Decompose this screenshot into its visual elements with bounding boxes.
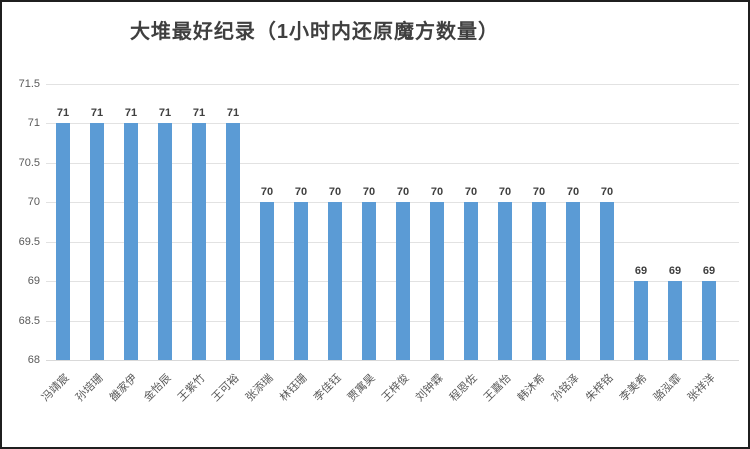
data-label: 70 [600,186,614,199]
x-axis-label: 孙铭泽 [549,372,582,404]
chart-title: 大堆最好纪录（1小时内还原魔方数量） [129,21,500,43]
bar [294,202,308,360]
bar [702,281,716,360]
data-label: 70 [328,186,342,199]
data-label: 69 [634,265,648,278]
x-axis-label: 王可裕 [209,372,242,404]
data-label: 69 [668,265,682,278]
bar [498,202,512,360]
data-label: 70 [362,186,376,199]
data-label: 71 [90,107,104,120]
bar [90,123,104,360]
bar [396,202,410,360]
x-axis-label: 贾寓昊 [345,372,378,404]
bar [124,123,138,360]
bar [668,281,682,360]
data-label: 71 [158,107,172,120]
x-axis-label: 刘钟霖 [413,372,446,404]
x-axis-label: 朱梓铭 [583,372,616,404]
y-tick-label: 69 [27,275,40,288]
data-label: 70 [430,186,444,199]
bar [226,123,240,360]
data-label: 70 [260,186,274,199]
data-label: 70 [464,186,478,199]
x-axis-label: 骆泓霏 [651,372,684,404]
x-axis-label: 冯靖宸 [39,372,72,404]
y-tick-label: 71 [27,117,40,130]
bar [532,202,546,360]
data-label: 71 [124,107,138,120]
plot-area: 71 71 71 71 71 71 70 70 70 70 70 70 70 70 70 70 70 69 69 69 [46,84,739,361]
data-label: 71 [192,107,206,120]
x-axis-label: 程恩佐 [447,372,480,404]
gridline [46,84,739,85]
gridline [46,162,739,164]
y-tick-label: 68.5 [18,314,40,327]
bar [362,202,376,360]
gridline [46,320,739,322]
bar [192,123,206,360]
x-axis-label: 张添瑞 [243,372,276,404]
y-tick-label: 70.5 [18,156,40,169]
bar [464,202,478,360]
x-axis-line [46,360,739,361]
data-label: 70 [396,186,410,199]
bar [158,123,172,360]
x-axis-label: 张祥洋 [685,372,718,404]
data-label: 70 [566,186,580,199]
x-axis-label: 王紫竹 [175,372,208,404]
gridline [46,241,739,243]
data-label: 70 [294,186,308,199]
bar [566,202,580,360]
data-label: 71 [226,107,240,120]
x-axis-label: 李佳钰 [311,372,344,404]
data-label: 69 [702,265,716,278]
data-label: 71 [56,107,70,120]
y-axis: 68 68.5 69 69.5 70 70.5 71 71.5 [2,78,40,366]
x-axis-label: 李美希 [617,372,650,404]
bar [634,281,648,360]
x-axis-label: 韩沐希 [515,372,548,404]
bar [430,202,444,360]
data-label: 70 [498,186,512,199]
x-axis-label: 金怡辰 [141,372,174,404]
x-axis-labels: 冯靖宸 孙培珊 雒家伊 金怡辰 王紫竹 王可裕 张添瑞 林钰珊 李佳钰 贾寓昊 王梓俊 刘钟霖 程恩佐王… [40,366,739,446]
y-tick-label: 69.5 [18,235,40,248]
x-axis-label: 王梓俊 [379,372,412,404]
x-axis-label: 雒家伊 [107,372,140,404]
bar [600,202,614,360]
x-axis-label: 王嘉怡 [481,372,514,404]
y-tick-label: 71.5 [18,78,40,90]
bar [260,202,274,360]
gridline [46,202,739,204]
x-axis-label: 林钰珊 [277,372,310,404]
x-axis-label: 孙培珊 [73,372,106,404]
y-tick-label: 68 [27,354,40,366]
data-label: 70 [532,186,546,199]
bar [328,202,342,360]
y-tick-label: 70 [27,196,40,209]
gridline [46,281,739,283]
bar [56,123,70,360]
gridline [46,123,739,125]
